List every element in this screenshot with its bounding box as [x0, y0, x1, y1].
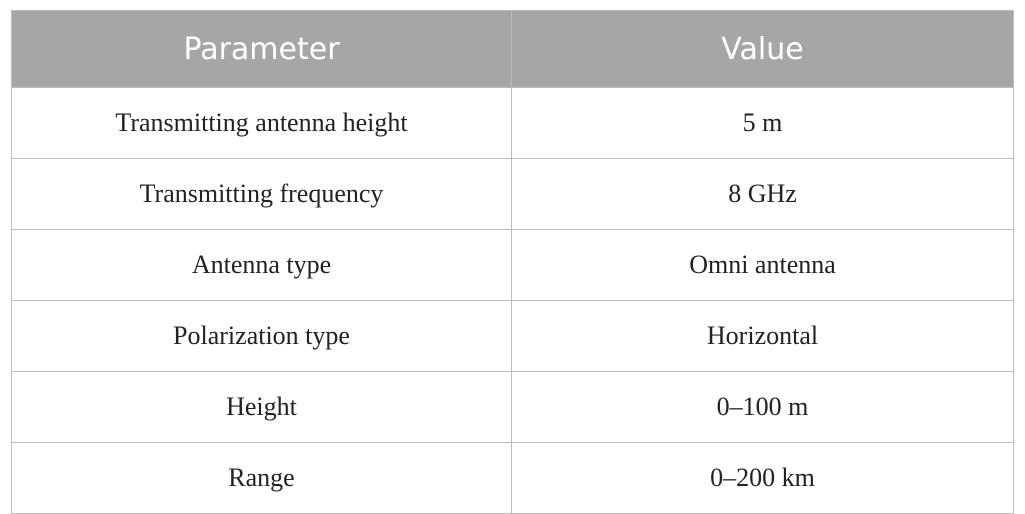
table-cell: Omni antenna — [511, 229, 1014, 301]
table-cell: Horizontal — [511, 300, 1014, 372]
header-row: Parameter Value — [11, 10, 1014, 88]
header-cell: Parameter — [11, 10, 512, 88]
table-row: Polarization type Horizontal — [11, 300, 1014, 372]
table-cell: Polarization type — [11, 300, 512, 372]
table-cell: Antenna type — [11, 229, 512, 301]
table-row: Transmitting frequency 8 GHz — [11, 158, 1014, 230]
table-cell: 0–100 m — [511, 371, 1014, 443]
table-cell: Range — [11, 442, 512, 514]
table-row: Range 0–200 km — [11, 442, 1014, 514]
table-body: Transmitting antenna height 5 m Transmitti… — [11, 87, 1014, 514]
table-row: Height 0–100 m — [11, 371, 1014, 443]
parameter-table: Parameter Value Transmitting antenna heig… — [11, 10, 1014, 514]
header-cell: Value — [511, 10, 1014, 88]
table-cell: 5 m — [511, 87, 1014, 159]
table-row: Antenna type Omni antenna — [11, 229, 1014, 301]
table-cell: Transmitting antenna height — [11, 87, 512, 159]
table-row: Transmitting antenna height 5 m — [11, 87, 1014, 159]
table-cell: Transmitting frequency — [11, 158, 512, 230]
table-cell: 0–200 km — [511, 442, 1014, 514]
table-cell: Height — [11, 371, 512, 443]
table-cell: 8 GHz — [511, 158, 1014, 230]
